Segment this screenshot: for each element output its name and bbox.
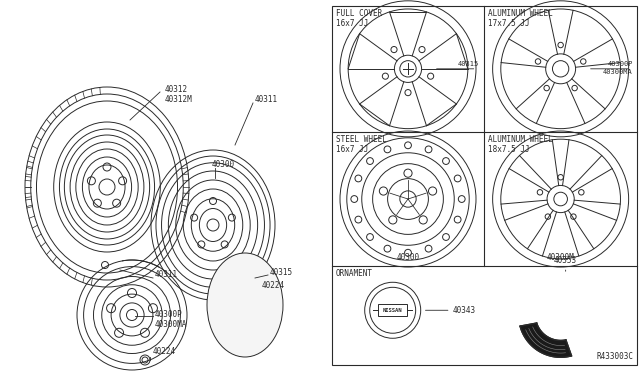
Text: ALUMINUM WHEEL: ALUMINUM WHEEL (488, 135, 553, 144)
Bar (378, 304, 407, 317)
Text: 40315: 40315 (457, 61, 479, 67)
Bar (332, 6, 637, 365)
Text: 40300: 40300 (212, 160, 235, 169)
Ellipse shape (207, 253, 283, 357)
Text: 40353: 40353 (554, 256, 577, 265)
Text: 40315: 40315 (270, 268, 293, 277)
Text: 40224: 40224 (262, 280, 285, 289)
Text: 40300: 40300 (396, 253, 420, 262)
Text: 17x7.5 JJ: 17x7.5 JJ (488, 19, 530, 28)
Text: 40300P: 40300P (607, 61, 633, 67)
Text: STEEL WHEEL: STEEL WHEEL (335, 135, 387, 144)
Text: NISSAN: NISSAN (383, 308, 403, 313)
Text: 16x7 JJ: 16x7 JJ (335, 145, 368, 154)
Text: 40311: 40311 (255, 95, 278, 104)
Text: R433003C: R433003C (596, 352, 634, 360)
Text: ALUMINUM WHEEL: ALUMINUM WHEEL (488, 9, 553, 17)
Text: 40300M: 40300M (547, 253, 575, 262)
Text: 40312: 40312 (165, 85, 188, 94)
Text: 16x7 JJ: 16x7 JJ (335, 19, 368, 28)
Text: 40300P: 40300P (155, 310, 183, 319)
Text: 40300MA: 40300MA (603, 69, 633, 75)
Text: FULL COVER: FULL COVER (335, 9, 382, 17)
Polygon shape (520, 323, 572, 357)
Text: 40343: 40343 (452, 306, 476, 315)
Text: 40300MA: 40300MA (155, 320, 188, 329)
Text: 18x7.5 JJ: 18x7.5 JJ (488, 145, 530, 154)
Text: 40224: 40224 (153, 347, 176, 356)
Text: 40312M: 40312M (165, 95, 193, 104)
Text: 40311: 40311 (155, 270, 178, 279)
Text: ORNAMENT: ORNAMENT (335, 269, 372, 278)
